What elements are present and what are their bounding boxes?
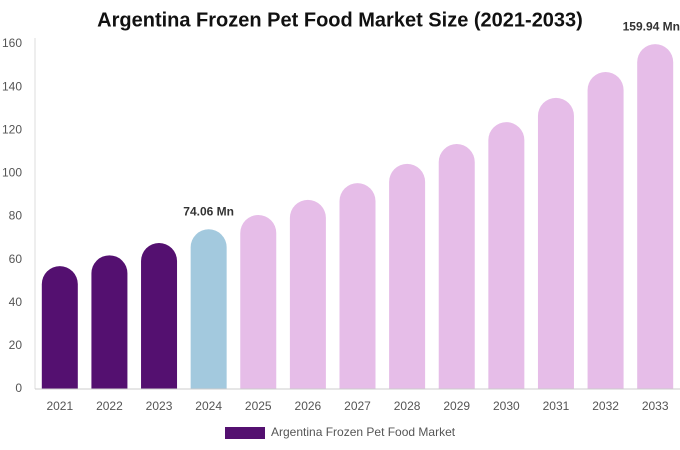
bar [537,97,574,389]
x-tick-label: 2023 [146,399,173,413]
x-tick-label: 2030 [493,399,520,413]
y-tick-label: 100 [2,166,22,180]
x-tick-label: 2032 [592,399,619,413]
bar [339,183,376,389]
bar [41,266,78,389]
value-label: 159.94 Mn [623,19,680,33]
y-tick-label: 40 [9,295,23,309]
x-tick-label: 2026 [295,399,322,413]
x-tick-label: 2021 [46,399,73,413]
bar [637,44,674,390]
y-tick-label: 120 [2,122,22,136]
x-tick-label: 2033 [642,399,669,413]
y-tick-label: 80 [9,209,23,223]
x-tick-label: 2028 [394,399,421,413]
y-tick-label: 0 [15,381,22,395]
bar [190,229,227,389]
bar [91,255,128,389]
chart-title: Argentina Frozen Pet Food Market Size (2… [97,9,583,31]
y-tick-label: 60 [9,252,23,266]
x-tick-label: 2025 [245,399,272,413]
bar [240,214,277,389]
x-tick-label: 2024 [195,399,222,413]
legend-swatch [225,427,265,439]
y-tick-label: 140 [2,79,22,93]
x-tick-label: 2031 [543,399,570,413]
x-tick-label: 2029 [443,399,470,413]
legend-label: Argentina Frozen Pet Food Market [271,425,456,439]
bar [289,199,326,389]
value-label: 74.06 Mn [183,204,234,218]
bar [389,163,426,389]
bar [438,144,475,389]
y-tick-label: 20 [9,338,23,352]
x-tick-label: 2022 [96,399,123,413]
y-tick-label: 160 [2,36,22,50]
bar [141,243,178,389]
bar [488,122,525,389]
bar [587,72,624,389]
x-tick-label: 2027 [344,399,371,413]
